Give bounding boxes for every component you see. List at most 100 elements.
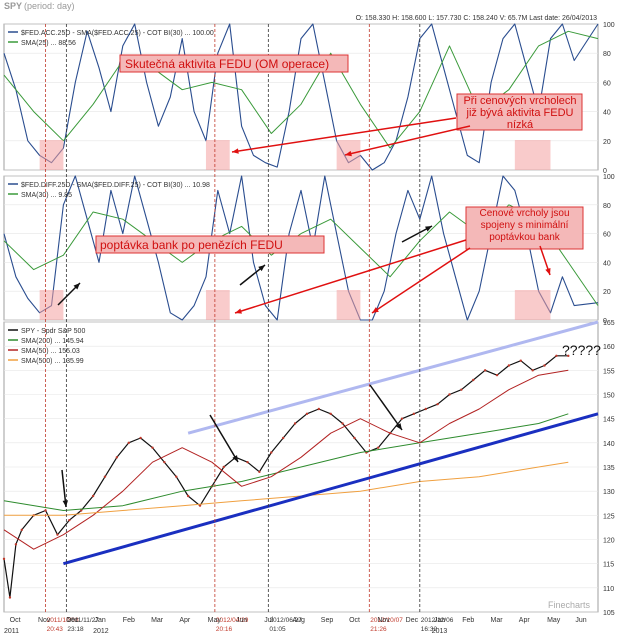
date-marker-time: 01:05: [269, 626, 286, 633]
pointer-arrow-head: [372, 307, 379, 313]
pointer-arrow-head: [345, 150, 352, 157]
price-point: [317, 407, 321, 411]
x-tick-label: Jan: [434, 617, 445, 624]
price-point: [567, 354, 570, 358]
price-point: [222, 465, 225, 469]
chart-title: SPY: [4, 1, 22, 11]
legend-entry: SPY - Spdr S&P 500: [21, 328, 85, 335]
highlight-zone: [514, 140, 551, 170]
pointer-arrow: [231, 117, 457, 153]
y-tick-label: 120: [603, 538, 615, 545]
x-tick-label: Feb: [123, 617, 135, 624]
highlight-zone: [205, 140, 230, 170]
price-point: [258, 470, 261, 474]
date-marker-time: 21:26: [370, 626, 387, 633]
x-year-label: 2013: [432, 628, 448, 635]
pointer-arrow-head: [232, 455, 238, 462]
pointer-arrow-head: [425, 226, 432, 232]
price-point: [127, 441, 130, 445]
series-line: [3, 369, 569, 550]
price-point: [329, 412, 332, 416]
price-point: [460, 388, 463, 391]
y-tick-label: 155: [603, 368, 615, 375]
y-tick-label: 20: [603, 289, 611, 296]
pointer-arrow-head: [258, 265, 265, 272]
watermark: Finecharts: [548, 600, 591, 610]
y-tick-label: 60: [603, 80, 611, 87]
x-tick-label: Jul: [264, 617, 273, 624]
x-tick-label: Dec: [406, 617, 419, 624]
price-point: [555, 354, 558, 358]
date-marker-date: 2012/06/27: [269, 617, 302, 624]
pointer-arrow: [234, 239, 467, 314]
price-point: [495, 373, 499, 377]
price-point: [14, 543, 18, 546]
y-tick-label: 80: [603, 51, 611, 58]
support-trendline: [62, 412, 599, 566]
annotation-bank-demand: poptávka bank po penězích FEDU: [95, 235, 325, 254]
highlight-zone: [336, 290, 361, 320]
price-point: [175, 475, 178, 478]
pointer-arrow: [371, 247, 471, 314]
legend-entry: SMA(50) ... 155.03: [21, 348, 80, 355]
price-point: [483, 369, 487, 372]
price-point: [293, 422, 297, 425]
y-tick-label: 115: [603, 562, 614, 569]
x-tick-label: Jan: [95, 617, 106, 624]
date-marker-time: 16:32: [421, 626, 438, 633]
svg-text:poptávka bank po penězích FEDU: poptávka bank po penězích FEDU: [100, 238, 283, 252]
x-tick-label: Oct: [349, 617, 360, 624]
price-point: [448, 393, 451, 396]
price-point: [139, 436, 142, 440]
pointer-arrow-head: [232, 148, 239, 154]
pointer-arrow-head: [396, 423, 402, 430]
y-tick-label: 140: [603, 441, 615, 448]
price-point: [353, 436, 356, 440]
price-point: [2, 557, 6, 561]
highlight-zone: [205, 290, 230, 320]
y-tick-label: 100: [603, 174, 615, 181]
x-tick-label: Nov: [377, 617, 390, 624]
x-tick-label: Oct: [10, 617, 21, 624]
price-point: [246, 460, 249, 464]
pointer-arrow-head: [62, 500, 69, 507]
pointer-arrow-head: [545, 268, 551, 275]
price-point: [20, 528, 24, 532]
price-point: [531, 369, 534, 372]
date-marker-time: 20:43: [47, 626, 64, 633]
annotation-peaks-min-demand: Cenové vrcholy jsou spojeny s minimální …: [465, 206, 584, 250]
y-tick-label: 110: [603, 586, 614, 593]
x-tick-label: Jun: [575, 617, 586, 624]
y-tick-label: 130: [603, 489, 615, 496]
ohlc-readout: O: 158.330 H: 158.600 L: 157.730 C: 158.…: [356, 15, 598, 22]
price-point: [91, 494, 95, 498]
price-point: [305, 412, 309, 416]
x-tick-label: May: [547, 617, 561, 624]
y-tick-label: 145: [603, 417, 615, 424]
x-tick-label: Sep: [321, 617, 334, 624]
legend-entry: SMA(500) ... 135.99: [21, 358, 84, 365]
svg-text:Skutečná aktivita FEDU (OM ope: Skutečná aktivita FEDU (OM operace): [125, 57, 329, 71]
x-tick-label: Aug: [293, 617, 306, 624]
pointer-arrow: [344, 125, 471, 156]
x-tick-label: Mar: [491, 617, 504, 624]
legend-entry: SMA(30) ... 9.85: [21, 192, 72, 199]
legend-entry: SMA(25) ... 88.56: [21, 40, 76, 47]
chart-period: (period: day): [24, 1, 75, 11]
date-marker-date: 2011/10/03: [47, 617, 79, 624]
y-tick-label: 100: [603, 22, 615, 29]
pointer-arrow-head: [73, 283, 80, 290]
pointer-arrow: [369, 384, 403, 431]
pointer-arrow-head: [235, 308, 242, 314]
date-marker-time: 23:18: [67, 626, 84, 633]
y-tick-label: 40: [603, 260, 611, 267]
date-marker-date: 2012/04/29: [216, 617, 249, 624]
y-tick-label: 0: [603, 318, 607, 325]
highlight-zone: [39, 290, 64, 320]
price-point: [270, 451, 273, 454]
spy-price-panel: 105 110 115 120 125 130 135 140 145 150 155 160 165 S…: [2, 320, 615, 617]
y-tick-label: 165: [603, 320, 615, 327]
legend-entry: $FED.DIFF.25D - SMA($FED.DIFF.25) - COT …: [21, 182, 210, 189]
price-point: [519, 359, 522, 362]
